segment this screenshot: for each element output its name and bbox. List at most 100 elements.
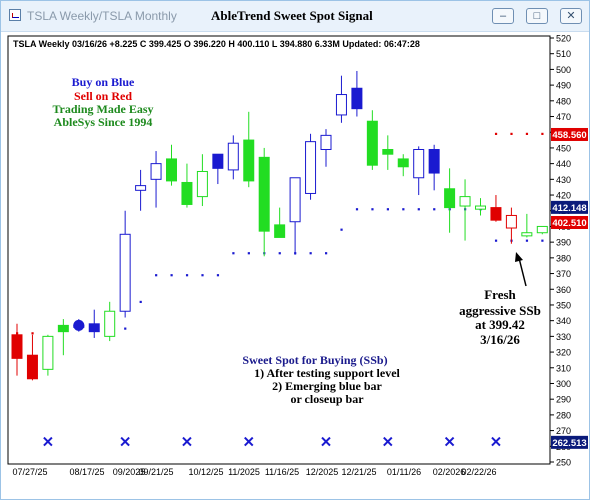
cycle-mark — [491, 436, 501, 447]
plot-frame — [7, 35, 551, 465]
cycle-mark-stroke — [491, 436, 501, 447]
close-icon: ✕ — [566, 10, 576, 22]
y-tick-label: 300 — [556, 379, 571, 389]
minimize-button[interactable]: – — [492, 8, 514, 24]
support-dot — [278, 252, 281, 255]
y-tick-label: 490 — [556, 81, 571, 91]
candle — [243, 111, 255, 188]
price-label-bg — [551, 216, 588, 230]
cycle-mark — [444, 436, 455, 447]
support-dot — [185, 274, 189, 277]
cycle-mark-stroke — [244, 436, 254, 447]
resistance-dot — [31, 332, 34, 335]
candle — [305, 133, 317, 200]
x-tick-label: 12/21/25 — [341, 467, 376, 477]
chart-info: TSLA Weekly 03/16/26 +8.225 C 399.425 O … — [13, 39, 420, 49]
resistance-dot — [494, 132, 498, 135]
candle — [335, 75, 347, 123]
y-tick-label: 500 — [556, 65, 571, 75]
candle-body — [57, 324, 69, 333]
y-tick-label: 270 — [556, 426, 571, 436]
candle — [166, 144, 177, 186]
y-tick-label: 330 — [556, 332, 571, 342]
y-tick-label: 510 — [556, 49, 571, 59]
note-sell-on-red: Sell on Red — [74, 89, 132, 103]
candle — [490, 195, 502, 222]
price-label-bg — [551, 435, 588, 449]
y-axis: 2502602702802903003103203303403503603703… — [550, 34, 571, 468]
candle — [274, 207, 286, 238]
candle-body — [258, 156, 270, 232]
support-dot — [525, 239, 529, 242]
candle-body — [104, 310, 116, 337]
candle — [227, 135, 239, 180]
annotation-arrow — [518, 257, 527, 287]
support-dot — [433, 208, 436, 211]
annotation-line-1: Fresh — [484, 287, 516, 302]
candle — [536, 225, 548, 235]
price-label: 458.560 — [551, 127, 588, 141]
cycle-mark — [120, 436, 130, 447]
candle-body — [351, 87, 363, 110]
y-tick-label: 280 — [556, 410, 571, 420]
candle — [104, 301, 116, 342]
price-chart[interactable]: 2502602702802903003103203303403503603703… — [1, 32, 589, 500]
support-dot — [216, 274, 220, 277]
candle — [57, 319, 69, 356]
x-tick-label: 12/2025 — [306, 467, 339, 477]
candle-body — [88, 323, 100, 333]
candle — [26, 334, 38, 381]
price-label: 402.510 — [551, 216, 588, 230]
candle-body — [119, 233, 131, 312]
support-dot — [139, 300, 142, 304]
candle — [366, 110, 378, 170]
candle-body — [135, 185, 147, 191]
note-ablesys: AbleSys Since 1994 — [54, 115, 153, 129]
x-tick-label: 09/2025 — [113, 467, 146, 477]
candle — [475, 198, 486, 216]
window-caption: TSLA Weekly/TSLA Monthly — [27, 9, 177, 23]
support-dot — [494, 239, 498, 242]
candle-body — [397, 158, 409, 168]
price-label-text: 402.510 — [552, 218, 586, 229]
y-tick-label: 250 — [556, 458, 571, 468]
candle — [428, 144, 440, 191]
y-tick-label: 420 — [556, 191, 571, 201]
candle-body — [42, 335, 54, 370]
y-tick-label: 290 — [556, 395, 571, 405]
candle-body — [274, 224, 286, 238]
candle-body — [320, 134, 332, 150]
y-tick-label: 380 — [556, 253, 571, 263]
cycle-mark — [321, 436, 331, 447]
support-dot — [386, 208, 389, 211]
x-tick-label: 09/21/25 — [138, 467, 173, 477]
support-dot — [541, 239, 544, 242]
candle — [11, 323, 23, 376]
candle — [135, 169, 147, 211]
candle — [42, 334, 54, 376]
y-tick-label: 390 — [556, 238, 571, 248]
price-labels: 458.560 412.148 402.510 262.513 — [551, 127, 588, 449]
resistance-dot — [525, 132, 529, 135]
close-button[interactable]: ✕ — [560, 8, 582, 24]
x-tick-label: 08/17/25 — [69, 467, 104, 477]
note-trading-made-easy: Trading Made Easy — [52, 102, 153, 116]
y-tick-label: 520 — [556, 34, 571, 44]
candle-body — [335, 94, 347, 116]
annotation-line-3: at 399.42 — [475, 317, 525, 332]
candle — [444, 168, 456, 233]
candle — [196, 154, 208, 207]
candle-body — [289, 177, 301, 223]
maximize-button[interactable]: □ — [526, 8, 548, 24]
candle-body — [475, 205, 486, 210]
candle — [73, 319, 85, 332]
cycle-marks — [43, 436, 501, 447]
candle — [119, 210, 131, 318]
candle — [397, 154, 409, 177]
candle-body — [459, 196, 471, 207]
support-dot — [417, 208, 420, 211]
support-dot — [402, 208, 405, 211]
y-tick-label: 310 — [556, 363, 571, 373]
cycle-mark-stroke — [444, 436, 455, 447]
